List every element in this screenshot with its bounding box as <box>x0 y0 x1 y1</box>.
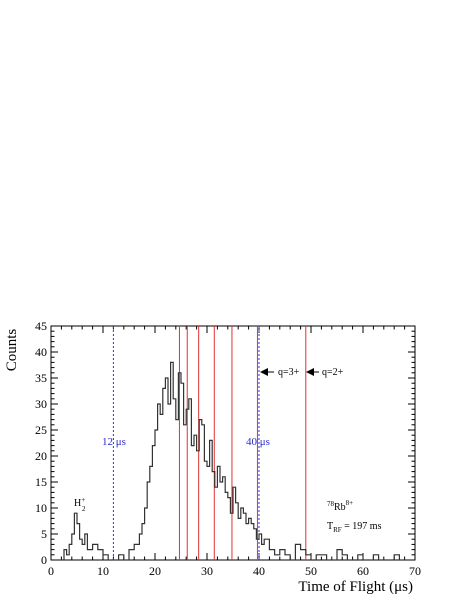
y-tick-label: 15 <box>35 475 47 489</box>
rb-charge: 8+ <box>346 499 354 507</box>
x-tick-label: 20 <box>149 564 161 578</box>
tof-histogram-line <box>58 361 408 561</box>
x-tick-label: 40 <box>253 564 265 578</box>
trf-label: TRF = 197 ms <box>327 521 382 534</box>
vertical-lines <box>112 326 307 560</box>
x-tick-label: 10 <box>97 564 109 578</box>
y-tick-label: 5 <box>41 527 47 541</box>
x-tick-label: 30 <box>201 564 213 578</box>
x-tick-label: 70 <box>409 564 421 578</box>
axis-ticks <box>50 325 416 561</box>
q3-label: q=3+ <box>278 367 300 378</box>
label-12us: 12 μs <box>102 436 126 448</box>
q2-label: q=2+ <box>322 367 344 378</box>
q3-arrow <box>260 368 274 376</box>
trf-base: T <box>327 521 333 532</box>
rb-mass: 78 <box>327 500 335 508</box>
x-tick-label: 60 <box>357 564 369 578</box>
y-tick-label: 40 <box>35 345 47 359</box>
x-tick-label: 0 <box>48 564 54 578</box>
h2-base: H <box>74 498 81 509</box>
rb-element: Rb <box>334 502 346 513</box>
label-40us: 40 μs <box>246 436 270 448</box>
data-series <box>58 361 408 561</box>
y-tick-label: 35 <box>35 371 47 385</box>
x-axis-title: Time of Flight (μs) <box>298 579 413 595</box>
y-tick-label: 0 <box>41 553 47 567</box>
h2-sub: 2 <box>82 505 86 513</box>
tick-labels: 0 10 20 30 40 50 60 70 0 5 10 15 20 25 30 35 40 45 <box>35 319 421 578</box>
y-tick-label: 30 <box>35 397 47 411</box>
q2-arrow <box>306 368 319 376</box>
trf-sub: RF <box>333 526 342 534</box>
y-tick-label: 20 <box>35 449 47 463</box>
y-axis-title: Counts <box>4 329 20 372</box>
x-tick-label: 50 <box>305 564 317 578</box>
trf-value: = 197 ms <box>342 521 382 532</box>
plot-frame <box>50 325 416 561</box>
h2-plus-label: H+ 2 <box>74 496 86 513</box>
y-tick-label: 25 <box>35 423 47 437</box>
y-tick-label: 10 <box>35 501 47 515</box>
y-tick-label: 45 <box>35 319 47 333</box>
rb-isotope-label: 78Rb8+ <box>327 499 353 513</box>
h2-sup: + <box>81 496 85 504</box>
